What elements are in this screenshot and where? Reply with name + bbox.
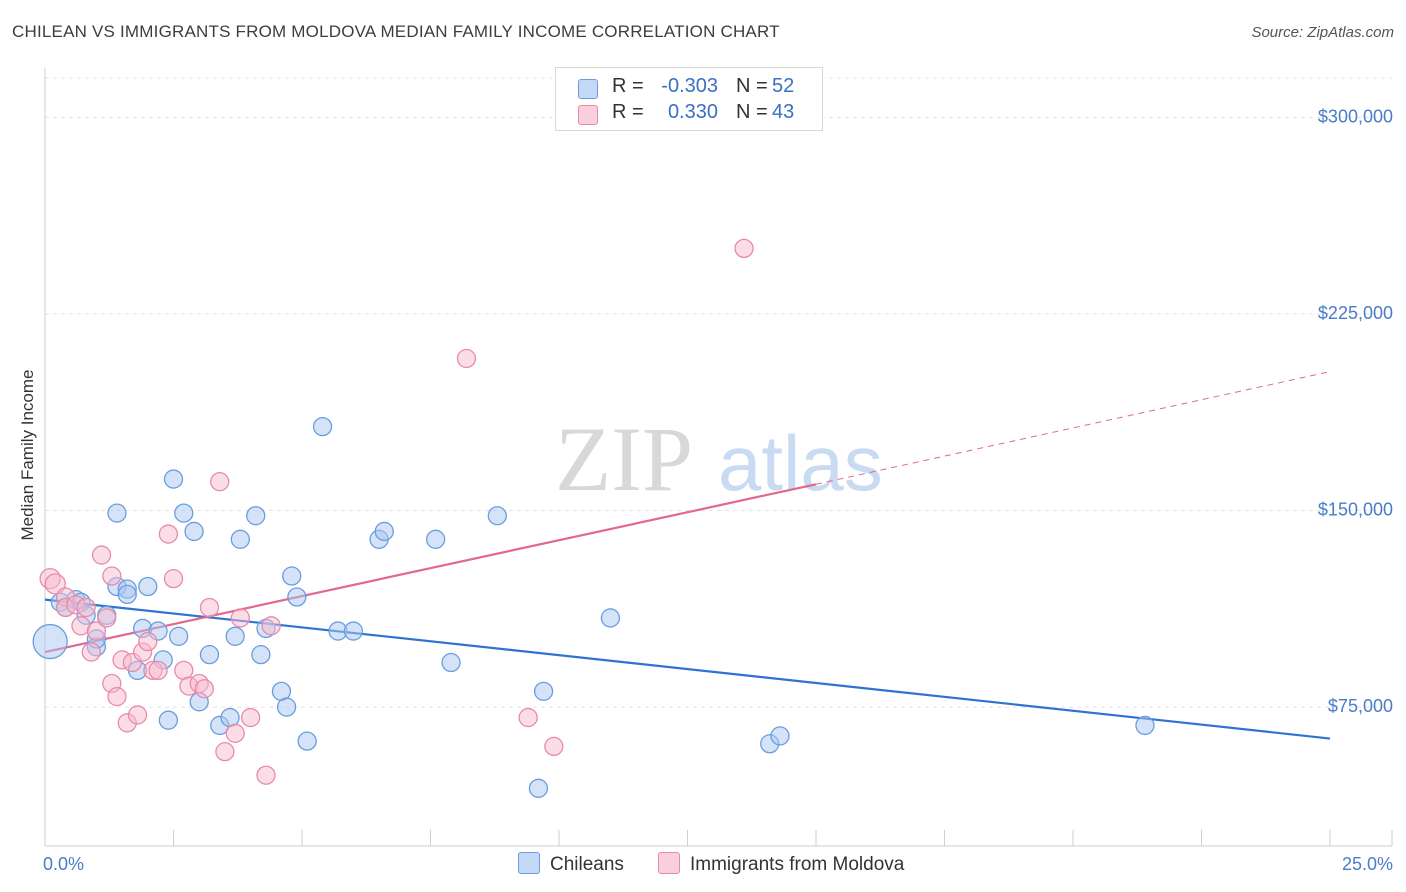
series-legend-chileans: Chileans: [518, 852, 624, 876]
point-moldova: [734, 238, 754, 259]
point-chileans: [230, 529, 250, 549]
point-moldova: [544, 736, 564, 757]
point-chileans: [533, 681, 554, 702]
point-moldova: [210, 472, 230, 492]
point-chileans: [117, 584, 137, 605]
legend-swatch-pink: [578, 105, 598, 125]
legend-r-label: R =: [612, 75, 644, 97]
point-moldova: [91, 545, 112, 565]
point-moldova: [163, 568, 184, 589]
point-moldova: [225, 723, 245, 743]
point-chileans: [199, 645, 220, 665]
point-chileans: [487, 506, 507, 526]
legend-n-value: 43: [772, 101, 795, 123]
x-tick-label: 25.0%: [1342, 854, 1393, 874]
legend-swatch-blue: [518, 852, 540, 874]
point-chileans: [276, 697, 297, 717]
legend-r-label: R =: [612, 101, 644, 123]
legend-r-value: -0.303: [661, 75, 718, 97]
y-tick-label: $150,000: [1318, 499, 1393, 519]
point-moldova: [107, 686, 127, 707]
point-chileans: [425, 529, 446, 549]
point-chileans: [184, 521, 204, 542]
legend-n-value: 52: [772, 75, 795, 97]
correlation-legend: R = -0.303 N = 52 R = 0.330 N = 43: [555, 67, 823, 131]
point-moldova: [86, 621, 107, 641]
point-chileans: [158, 710, 179, 730]
point-chileans: [225, 626, 245, 646]
point-chileans: [32, 623, 68, 660]
point-moldova: [240, 707, 261, 728]
point-chileans: [343, 621, 364, 641]
point-moldova: [194, 679, 214, 699]
point-chileans: [168, 626, 189, 646]
tick-labels: $75,000 $150,000 $225,000 $300,000 0.0% 25.0%: [43, 106, 1393, 874]
legend-n-label: N =: [736, 101, 768, 123]
point-chileans: [441, 652, 461, 673]
y-tick-label: $75,000: [1328, 696, 1393, 716]
point-chileans: [287, 587, 307, 607]
legend-n-label: N =: [736, 75, 768, 97]
point-moldova: [97, 608, 117, 628]
point-chileans: [297, 731, 317, 751]
axes: [44, 68, 1393, 847]
trend-line-moldova-extrapolated: [815, 371, 1331, 485]
point-moldova: [215, 741, 235, 762]
legend-row-moldova: R = 0.330 N = 43: [556, 101, 822, 127]
source-label: Source: ZipAtlas.com: [1251, 24, 1394, 41]
point-chileans: [528, 778, 549, 798]
point-chileans: [163, 469, 184, 489]
point-moldova: [230, 608, 250, 628]
point-moldova: [81, 642, 101, 662]
chart-title: CHILEAN VS IMMIGRANTS FROM MOLDOVA MEDIA…: [12, 22, 780, 41]
legend-row-chileans: R = -0.303 N = 52: [556, 75, 822, 101]
point-chileans: [138, 576, 158, 597]
y-tick-label: $300,000: [1318, 106, 1393, 126]
x-tick-label: 0.0%: [43, 854, 84, 874]
point-moldova: [138, 631, 158, 652]
point-moldova: [256, 765, 276, 785]
point-moldova: [158, 524, 179, 544]
point-moldova: [456, 348, 477, 369]
point-chileans: [770, 726, 790, 746]
data-points: [32, 238, 1155, 798]
watermark: ZIP atlas: [555, 408, 883, 510]
point-moldova: [102, 566, 122, 586]
watermark-atlas: atlas: [718, 419, 883, 507]
point-moldova: [127, 705, 148, 725]
y-tick-label: $225,000: [1318, 303, 1393, 323]
legend-swatch-blue: [578, 79, 598, 99]
point-chileans: [251, 645, 271, 665]
point-chileans: [374, 521, 394, 542]
point-chileans: [107, 503, 127, 523]
legend-swatch-pink: [658, 852, 680, 874]
point-moldova: [261, 616, 281, 636]
point-chileans: [246, 506, 266, 526]
point-chileans: [600, 608, 621, 628]
legend-label-moldova: Immigrants from Moldova: [690, 854, 905, 875]
point-chileans: [1135, 715, 1155, 736]
point-moldova: [44, 573, 66, 595]
legend-label-chileans: Chileans: [550, 854, 624, 875]
point-moldova: [518, 707, 538, 728]
watermark-zip: ZIP: [555, 408, 693, 510]
point-moldova: [199, 597, 220, 618]
trend-line-moldova: [44, 483, 817, 654]
point-chileans: [282, 566, 302, 586]
legend-r-value: 0.330: [667, 101, 718, 123]
point-chileans: [312, 416, 333, 437]
point-moldova: [76, 597, 96, 618]
series-legend-moldova: Immigrants from Moldova: [658, 852, 904, 876]
point-chileans: [174, 503, 194, 523]
point-moldova: [148, 660, 168, 681]
